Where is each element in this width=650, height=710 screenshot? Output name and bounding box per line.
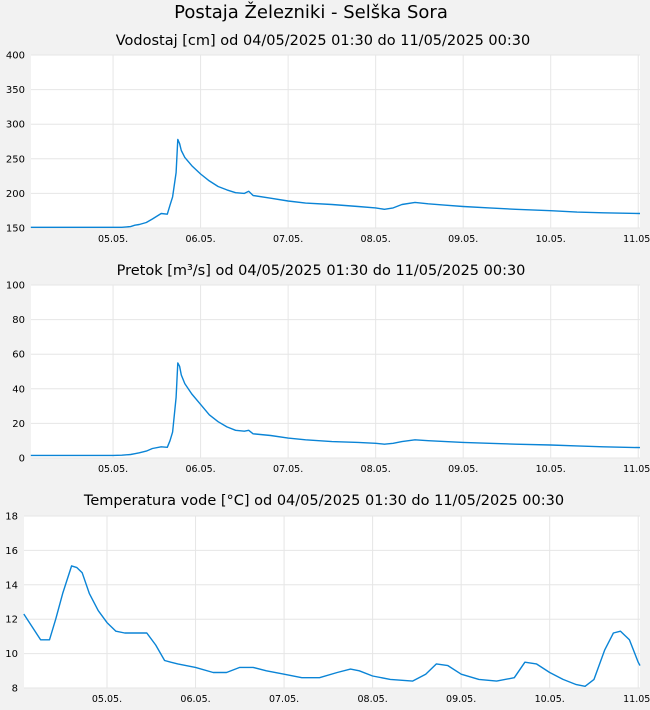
x-tick-label: 06.05. [185,234,215,245]
y-tick-label: 60 [12,350,25,361]
y-tick-label: 80 [12,315,25,326]
y-tick-label: 12 [5,615,18,626]
chart-title: Temperatura vode [°C] od 04/05/2025 01:3… [83,493,564,509]
chart-water-level: 150 200 250 300 350 400 05.05. 06.05. 07.05. 08.0… [6,33,650,245]
y-tick-label: 16 [5,546,18,557]
x-tick-label: 07.05. [273,464,303,475]
series-line [30,362,641,457]
series-line [23,565,641,687]
x-tick-label: 09.05. [448,234,478,245]
chart-water-temperature: 8 10 12 14 16 18 05.05. 06.05. 07.05. 08.05. 09.05… [5,493,650,705]
x-tick-label: 10.05. [535,694,565,705]
chart-title: Vodostaj [cm] od 04/05/2025 01:30 do 11/… [116,33,530,49]
series-line [30,138,641,229]
y-tick-label: 350 [6,85,25,96]
y-tick-label: 250 [6,154,25,165]
plot-area [31,55,640,228]
x-tick-label: 05.05. [92,694,122,705]
station-title: Postaja Železniki - Selška Sora [174,2,448,23]
y-tick-label: 300 [6,120,25,131]
y-tick-label: 150 [6,224,25,235]
x-tick-label: 05.05. [98,234,128,245]
y-tick-label: 14 [5,580,18,591]
y-tick-label: 0 [19,454,25,465]
x-tick-label: 11.05. [623,464,650,475]
plot-area [31,285,640,458]
y-tick-label: 8 [12,684,18,695]
chart-discharge: 0 20 40 60 80 100 05.05. 06.05. 07.05. 08.05. 09.0… [6,263,650,475]
y-tick-label: 10 [5,649,18,660]
x-tick-label: 11.05. [623,234,650,245]
x-tick-label: 06.05. [180,694,210,705]
y-tick-label: 20 [12,419,25,430]
x-tick-label: 07.05. [269,694,299,705]
x-tick-label: 05.05. [98,464,128,475]
x-tick-label: 09.05. [446,694,476,705]
x-tick-label: 06.05. [185,464,215,475]
y-tick-label: 100 [6,281,25,292]
y-tick-label: 200 [6,189,25,200]
x-tick-label: 10.05. [536,234,566,245]
x-tick-label: 08.05. [361,464,391,475]
y-tick-label: 18 [5,512,18,523]
x-tick-label: 10.05. [536,464,566,475]
y-tick-label: 400 [6,51,25,62]
chart-title: Pretok [m³/s] od 04/05/2025 01:30 do 11/… [117,263,526,279]
x-tick-label: 07.05. [273,234,303,245]
x-tick-label: 11.05. [623,694,650,705]
x-tick-label: 08.05. [358,694,388,705]
x-tick-label: 08.05. [361,234,391,245]
y-tick-label: 40 [12,384,25,395]
plot-area [24,516,640,688]
x-tick-label: 09.05. [448,464,478,475]
